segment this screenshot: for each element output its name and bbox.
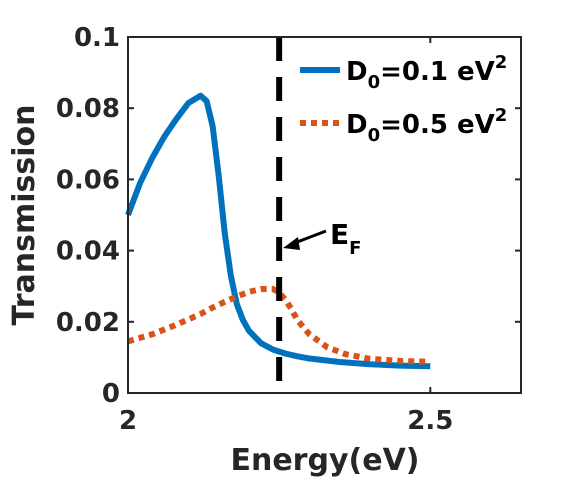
- legend-label-series-1-mid: =0.1 eV: [380, 57, 495, 87]
- x-tick-label: 2.5: [407, 406, 453, 436]
- series-line-1: [125, 92, 431, 370]
- ticks-layer: 0 0.02 0.04 0.06 0.08 0.1 2 2.5: [56, 23, 521, 436]
- legend-label-series-2: D0=0.5 eV2: [346, 105, 507, 146]
- series-layer: [125, 92, 431, 370]
- plot-background: [128, 37, 521, 393]
- legend-label-series-2-sub: 0: [368, 125, 381, 146]
- y-tick-label: 0.04: [56, 237, 120, 267]
- legend-label-series-1: D0=0.1 eV2: [346, 52, 507, 93]
- y-tick-label: 0.1: [74, 23, 120, 53]
- x-tick-label: 2: [119, 406, 137, 436]
- y-tick-label: 0.06: [56, 165, 120, 195]
- annotation-arrowhead: [283, 237, 300, 250]
- series-line-2: [127, 286, 431, 365]
- fermi-label-sub: F: [349, 238, 361, 259]
- legend-label-series-2-main: D: [346, 110, 368, 140]
- legend: D0=0.1 eV2 D0=0.5 eV2: [300, 52, 507, 146]
- y-tick-label: 0.08: [56, 94, 120, 124]
- axes-layer: [127, 36, 522, 394]
- y-axis-title: Transmission: [7, 105, 42, 326]
- fermi-label-main: E: [330, 218, 349, 251]
- legend-label-series-1-sub: 0: [368, 72, 381, 93]
- legend-label-series-2-mid: =0.5 eV: [380, 110, 495, 140]
- fermi-annotation: EF: [283, 218, 361, 259]
- legend-label-series-2-sup: 2: [495, 105, 508, 126]
- legend-label-series-1-sup: 2: [495, 52, 508, 73]
- plot-area: [128, 37, 521, 393]
- y-tick-label: 0: [102, 379, 120, 409]
- y-tick-label: 0.02: [56, 308, 120, 338]
- legend-label-series-1-main: D: [346, 57, 368, 87]
- fermi-label: EF: [330, 218, 361, 259]
- x-axis-title: Energy(eV): [230, 443, 419, 478]
- axes-frame: [127, 36, 522, 394]
